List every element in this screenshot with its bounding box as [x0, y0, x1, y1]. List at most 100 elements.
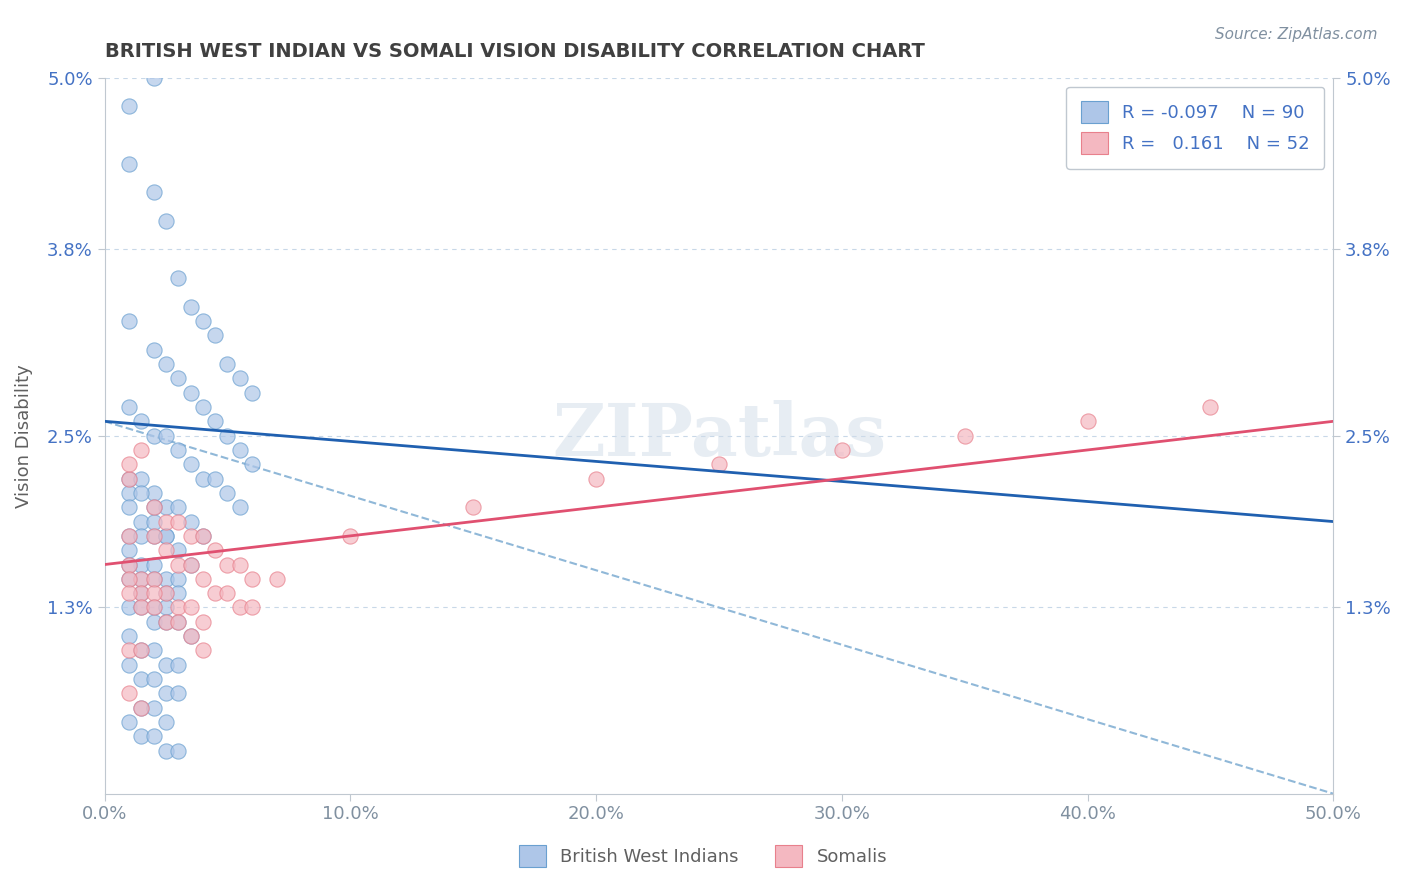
Point: [142, 615, 165, 629]
Point: [585, 472, 607, 486]
Y-axis label: Vision Disability: Vision Disability: [15, 364, 32, 508]
Point: [142, 428, 165, 442]
Point: [217, 357, 239, 371]
Point: [167, 600, 190, 615]
Point: [118, 558, 141, 572]
Point: [155, 428, 177, 442]
Point: [180, 600, 202, 615]
Point: [131, 572, 153, 586]
Point: [118, 99, 141, 113]
Point: [217, 586, 239, 600]
Point: [191, 529, 214, 543]
Point: [155, 214, 177, 228]
Point: [167, 586, 190, 600]
Point: [155, 657, 177, 672]
Point: [180, 457, 202, 471]
Point: [118, 486, 141, 500]
Point: [180, 385, 202, 400]
Point: [142, 486, 165, 500]
Point: [131, 700, 153, 714]
Legend: R = -0.097    N = 90, R =   0.161    N = 52: R = -0.097 N = 90, R = 0.161 N = 52: [1066, 87, 1324, 169]
Point: [131, 600, 153, 615]
Point: [142, 70, 165, 85]
Point: [953, 428, 976, 442]
Point: [155, 543, 177, 558]
Point: [240, 385, 263, 400]
Point: [131, 700, 153, 714]
Text: BRITISH WEST INDIAN VS SOMALI VISION DISABILITY CORRELATION CHART: BRITISH WEST INDIAN VS SOMALI VISION DIS…: [104, 42, 924, 61]
Point: [191, 643, 214, 657]
Point: [155, 586, 177, 600]
Point: [131, 643, 153, 657]
Point: [155, 615, 177, 629]
Point: [204, 328, 226, 343]
Text: ZIPatlas: ZIPatlas: [553, 401, 886, 471]
Point: [131, 643, 153, 657]
Point: [142, 500, 165, 515]
Point: [118, 657, 141, 672]
Point: [463, 500, 485, 515]
Point: [217, 428, 239, 442]
Point: [180, 629, 202, 643]
Point: [229, 600, 252, 615]
Point: [118, 629, 141, 643]
Point: [831, 442, 853, 457]
Point: [118, 686, 141, 700]
Legend: British West Indians, Somalis: British West Indians, Somalis: [512, 838, 894, 874]
Point: [118, 457, 141, 471]
Point: [118, 714, 141, 729]
Point: [229, 371, 252, 385]
Point: [118, 600, 141, 615]
Point: [266, 572, 288, 586]
Point: [142, 672, 165, 686]
Point: [155, 615, 177, 629]
Point: [118, 558, 141, 572]
Point: [155, 515, 177, 529]
Point: [131, 486, 153, 500]
Point: [204, 472, 226, 486]
Point: [155, 744, 177, 758]
Point: [131, 529, 153, 543]
Point: [155, 500, 177, 515]
Point: [155, 357, 177, 371]
Point: [131, 730, 153, 744]
Point: [142, 586, 165, 600]
Point: [131, 442, 153, 457]
Point: [167, 500, 190, 515]
Point: [204, 586, 226, 600]
Point: [155, 714, 177, 729]
Point: [167, 744, 190, 758]
Point: [155, 686, 177, 700]
Point: [118, 572, 141, 586]
Point: [191, 314, 214, 328]
Point: [155, 529, 177, 543]
Point: [191, 472, 214, 486]
Point: [131, 558, 153, 572]
Point: [167, 543, 190, 558]
Point: [229, 442, 252, 457]
Point: [142, 600, 165, 615]
Point: [142, 185, 165, 199]
Point: [167, 515, 190, 529]
Point: [204, 414, 226, 428]
Point: [204, 543, 226, 558]
Point: [167, 271, 190, 285]
Point: [167, 442, 190, 457]
Point: [167, 572, 190, 586]
Point: [240, 457, 263, 471]
Point: [180, 529, 202, 543]
Point: [142, 572, 165, 586]
Point: [142, 343, 165, 357]
Point: [142, 500, 165, 515]
Point: [118, 400, 141, 414]
Point: [131, 414, 153, 428]
Point: [142, 529, 165, 543]
Point: [131, 572, 153, 586]
Point: [142, 730, 165, 744]
Point: [118, 472, 141, 486]
Point: [191, 615, 214, 629]
Point: [217, 486, 239, 500]
Text: Source: ZipAtlas.com: Source: ZipAtlas.com: [1215, 27, 1378, 42]
Point: [155, 600, 177, 615]
Point: [167, 558, 190, 572]
